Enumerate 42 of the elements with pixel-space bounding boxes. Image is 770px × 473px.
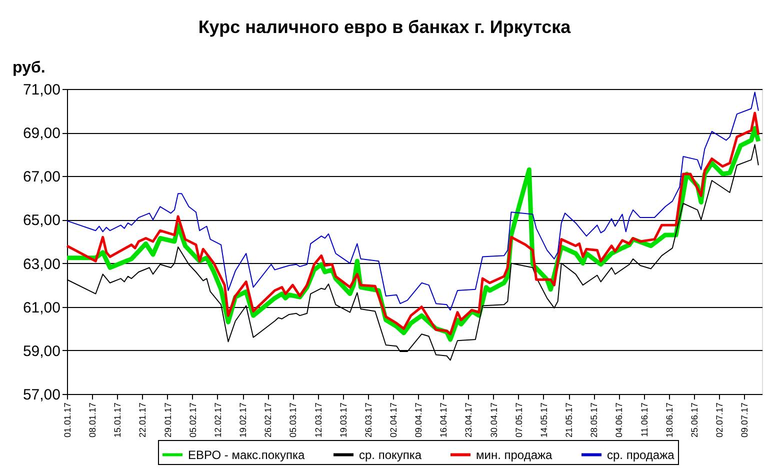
y-tick-label: 61,00 — [22, 299, 60, 316]
x-tick-label: 09.07.17 — [740, 402, 750, 438]
x-tick-label: 12.03.17 — [313, 402, 324, 438]
chart-title: Курс наличного евро в банках г. Иркутска — [198, 17, 572, 37]
x-tick-label: 11.06.17 — [639, 402, 650, 437]
legend-label: ЕВРО - макс.покупка — [188, 448, 305, 462]
legend-label: ср. продажа — [607, 448, 675, 462]
x-tick-label: 14.05.17 — [538, 402, 549, 438]
x-tick-label: 25.06.17 — [689, 402, 700, 438]
x-tick-label: 09.04.17 — [414, 402, 424, 438]
legend-label: мин. продажа — [476, 448, 553, 462]
x-tick-label: 05.02.17 — [188, 402, 198, 438]
y-axis-title: руб. — [12, 60, 46, 76]
x-tick-label: 29.01.17 — [162, 402, 173, 438]
y-tick-label: 57,00 — [22, 386, 60, 404]
x-tick-label: 19.03.17 — [338, 402, 348, 438]
y-tick-label: 59,00 — [22, 342, 60, 360]
x-tick-label: 21.05.17 — [564, 402, 574, 438]
x-tick-label: 19.02.17 — [238, 402, 248, 438]
x-tick-label: 26.03.17 — [363, 402, 374, 438]
x-tick-label: 15.01.17 — [112, 402, 123, 438]
x-tick-label: 01.01.17 — [62, 402, 72, 438]
x-tick-label: 02.07.17 — [714, 402, 725, 438]
x-tick-label: 12.02.17 — [212, 402, 223, 438]
x-tick-label: 04.06.17 — [614, 402, 624, 438]
y-tick-label: 65,00 — [22, 212, 60, 230]
x-tick-label: 08.01.17 — [88, 402, 98, 438]
legend-label: ср. покупка — [359, 448, 422, 462]
y-tick-label: 71,00 — [22, 82, 60, 98]
y-tick-label: 69,00 — [22, 125, 60, 142]
y-tick-label: 67,00 — [22, 168, 60, 186]
x-tick-label: 18.06.17 — [664, 402, 674, 438]
x-tick-label: 16.04.17 — [438, 402, 449, 438]
x-tick-label: 30.04.17 — [488, 402, 499, 438]
x-tick-label: 05.03.17 — [288, 402, 298, 438]
x-tick-label: 22.01.17 — [138, 402, 148, 438]
x-tick-label: 07.05.17 — [514, 402, 524, 438]
x-tick-label: 23.04.17 — [464, 402, 474, 438]
x-tick-label: 26.02.17 — [263, 402, 274, 438]
x-tick-label: 02.04.17 — [388, 402, 399, 438]
x-tick-label: 28.05.17 — [589, 402, 600, 438]
y-tick-label: 63,00 — [22, 256, 60, 273]
